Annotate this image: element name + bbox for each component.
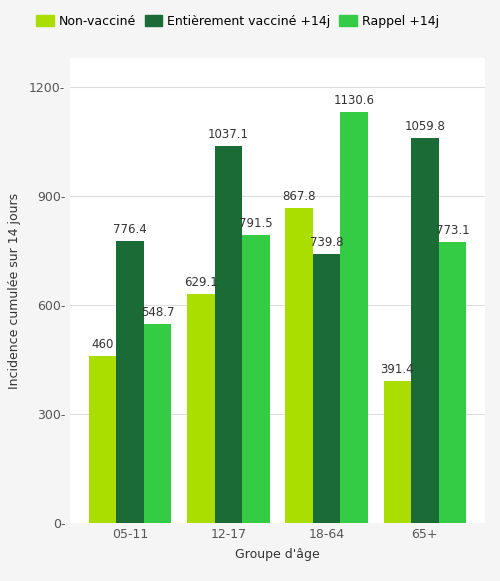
Text: 1059.8: 1059.8: [404, 120, 446, 133]
Bar: [116, 241, 144, 523]
Text: 867.8: 867.8: [282, 189, 316, 203]
Bar: [214, 146, 242, 523]
Text: 1130.6: 1130.6: [334, 94, 374, 107]
Text: 1037.1: 1037.1: [208, 128, 249, 141]
Bar: [89, 356, 117, 523]
Text: 460: 460: [92, 338, 114, 351]
Text: 773.1: 773.1: [436, 224, 469, 237]
Legend: Non-vacciné, Entièrement vacciné +14j, Rappel +14j: Non-vacciné, Entièrement vacciné +14j, R…: [36, 15, 439, 28]
Text: 739.8: 739.8: [310, 236, 344, 249]
Bar: [340, 112, 368, 523]
Bar: [144, 324, 172, 523]
Bar: [384, 381, 411, 523]
X-axis label: Groupe d'âge: Groupe d'âge: [235, 548, 320, 561]
Bar: [286, 208, 313, 523]
Text: 791.5: 791.5: [239, 217, 272, 231]
Text: 629.1: 629.1: [184, 277, 218, 289]
Bar: [438, 242, 466, 523]
Text: 776.4: 776.4: [114, 223, 147, 236]
Bar: [187, 295, 214, 523]
Text: 548.7: 548.7: [141, 306, 174, 318]
Y-axis label: Incidence cumulée sur 14 jours: Incidence cumulée sur 14 jours: [8, 192, 20, 389]
Text: 391.4: 391.4: [380, 363, 414, 376]
Bar: [411, 138, 438, 523]
Bar: [242, 235, 270, 523]
Bar: [313, 254, 340, 523]
